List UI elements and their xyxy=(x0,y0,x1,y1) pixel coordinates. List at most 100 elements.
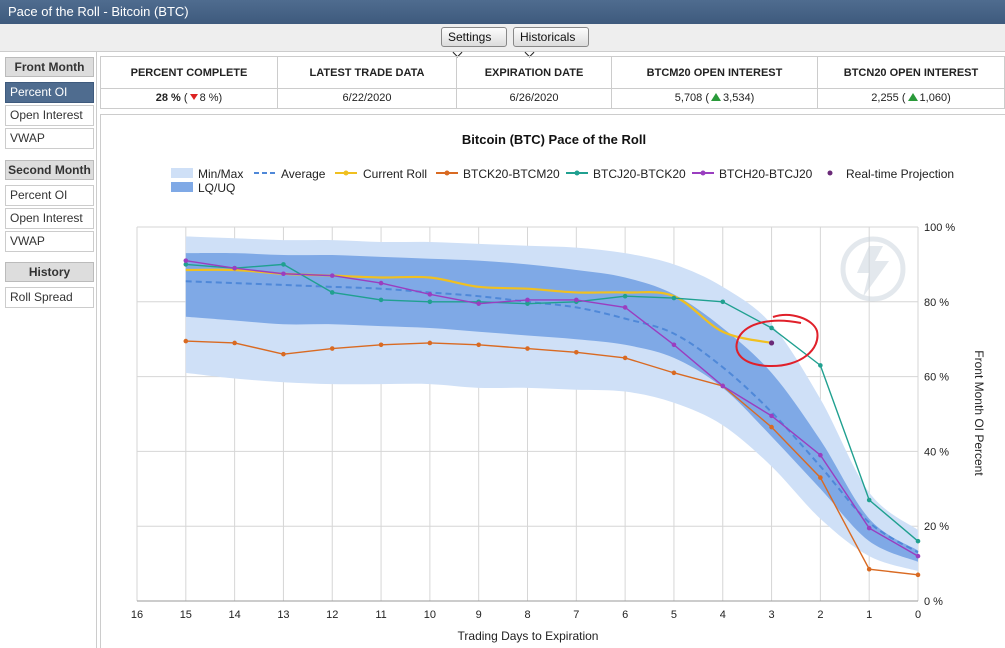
x-tick-label: 10 xyxy=(424,609,436,621)
x-tick-label: 14 xyxy=(229,609,241,621)
sidebar: Front Month Percent OI Open Interest VWA… xyxy=(0,52,96,648)
historicals-label: Historicals xyxy=(520,30,576,44)
y-tick-label: 0 % xyxy=(924,596,943,608)
data-point-btch20-btcj20 xyxy=(329,273,335,278)
data-point-btck20-btcm20 xyxy=(476,342,481,348)
x-tick-label: 16 xyxy=(131,609,143,621)
x-tick-label: 13 xyxy=(277,609,289,621)
data-point-btcj20-btck20 xyxy=(427,299,433,305)
stat-header: LATEST TRADE DATA xyxy=(278,57,456,89)
series-line-btch20-btcj20 xyxy=(185,259,919,557)
sidebar-item-second-open-interest[interactable]: Open Interest xyxy=(5,208,94,229)
series-line-average xyxy=(185,280,919,554)
legend-item-real-time-projection[interactable]: Real-time Projection xyxy=(827,167,955,181)
x-tick-label: 1 xyxy=(866,609,872,621)
x-tick-label: 5 xyxy=(671,609,677,621)
x-tick-label: 4 xyxy=(720,609,726,621)
data-point-btch20-btcj20 xyxy=(427,292,433,297)
data-point-btcj20-btck20 xyxy=(281,262,286,267)
legend-item-current-roll[interactable]: Current Roll xyxy=(335,167,427,181)
data-point-btck20-btcm20 xyxy=(183,338,189,344)
data-point-btcj20-btck20 xyxy=(720,299,726,305)
data-point-btch20-btcj20 xyxy=(183,258,189,263)
sidebar-item-roll-spread[interactable]: Roll Spread xyxy=(5,287,94,308)
stat-value: 2,255 (1,060) xyxy=(871,92,951,104)
data-point-btcj20-btck20 xyxy=(622,293,628,299)
legend-item-lquq[interactable]: LQ/UQ xyxy=(171,181,235,195)
sidebar-item-second-percent-oi[interactable]: Percent OI xyxy=(5,185,94,206)
x-tick-label: 8 xyxy=(524,609,530,621)
data-point-btch20-btcj20 xyxy=(525,297,530,303)
arrow-up-icon xyxy=(907,93,918,101)
history-heading: History xyxy=(5,262,94,282)
percent-complete-change: 8 % xyxy=(199,92,219,104)
arrow-up-icon xyxy=(711,93,722,101)
data-point-btck20-btcm20 xyxy=(866,566,872,572)
sidebar-item-front-open-interest[interactable]: Open Interest xyxy=(5,105,94,126)
y-tick-label: 40 % xyxy=(924,446,949,458)
data-point-btck20-btcm20 xyxy=(622,355,628,361)
data-point-btch20-btcj20 xyxy=(818,452,823,458)
chart-panel: Bitcoin (BTC) Pace of the Roll Min/Max L… xyxy=(100,114,1005,648)
data-point-btck20-btcm20 xyxy=(427,340,433,346)
legend-label: BTCJ20-BTCK20 xyxy=(593,167,686,181)
stats-table: PERCENT COMPLETE 28 % (8 %) LATEST TRADE… xyxy=(100,56,1005,109)
x-tick-label: 6 xyxy=(622,609,628,621)
data-point-btch20-btcj20 xyxy=(769,413,774,419)
data-point-btcj20-btck20 xyxy=(329,290,335,295)
percent-complete-value: 28 % xyxy=(155,92,181,104)
btcn20-oi-change: 1,060 xyxy=(919,92,948,104)
legend-item-btch20-btcj20[interactable]: BTCH20-BTCJ20 xyxy=(692,167,813,181)
y-tick-label: 60 % xyxy=(924,372,949,384)
legend-label: Current Roll xyxy=(363,167,427,181)
stat-value: 28 % (8 %) xyxy=(155,92,223,104)
x-tick-label: 3 xyxy=(769,609,775,621)
data-point-btcj20-btck20 xyxy=(866,497,872,503)
data-point-btck20-btcm20 xyxy=(525,346,530,351)
y-tick-label: 100 % xyxy=(924,222,955,234)
stat-value: 5,708 (3,534) xyxy=(674,92,755,104)
stat-btcn20-oi: BTCN20 OPEN INTEREST 2,255 (1,060) xyxy=(818,57,1004,108)
legend-marker xyxy=(343,170,349,176)
historicals-dropdown[interactable]: Historicals xyxy=(513,27,589,58)
stat-percent-complete: PERCENT COMPLETE 28 % (8 %) xyxy=(101,57,278,108)
data-point-btck20-btcm20 xyxy=(769,424,774,430)
legend-item-minmax[interactable]: Min/Max xyxy=(171,167,243,181)
series-line-btcj20-btck20 xyxy=(185,263,919,542)
y-axis-label: Front Month OI Percent xyxy=(972,350,986,476)
legend-item-average[interactable]: Average xyxy=(254,167,326,181)
data-point-btch20-btcj20 xyxy=(232,265,237,271)
toolbar: Settings Historicals xyxy=(0,24,1005,58)
window-title-bar: Pace of the Roll - Bitcoin (BTC) xyxy=(0,0,1005,24)
sidebar-item-second-vwap[interactable]: VWAP xyxy=(5,231,94,252)
data-point-btch20-btcj20 xyxy=(720,383,726,389)
plot-area: 16 15 14 13 12 11 10 9 8 7 6 5 4 3 2 1 00 %20 %40 %60 %8… xyxy=(131,222,956,621)
legend-swatch xyxy=(171,182,193,192)
data-point-btcj20-btck20 xyxy=(525,301,530,306)
legend-marker xyxy=(700,170,706,176)
stat-header: BTCM20 OPEN INTEREST xyxy=(612,57,817,89)
sidebar-item-front-vwap[interactable]: VWAP xyxy=(5,128,94,149)
data-point-btck20-btcm20 xyxy=(281,351,286,357)
legend-item-btck20-btcm20[interactable]: BTCK20-BTCM20 xyxy=(436,167,560,181)
legend-label: LQ/UQ xyxy=(198,181,235,195)
data-point-btch20-btcj20 xyxy=(281,271,286,277)
chart-title: Bitcoin (BTC) Pace of the Roll xyxy=(462,132,646,147)
watermark-logo-icon xyxy=(840,236,906,302)
legend-label: Real-time Projection xyxy=(846,167,954,181)
x-tick-label: 15 xyxy=(180,609,192,621)
data-point-btcj20-btck20 xyxy=(769,325,774,331)
sidebar-item-front-percent-oi[interactable]: Percent OI xyxy=(5,82,94,103)
stat-value: 6/22/2020 xyxy=(342,92,392,104)
legend-item-btcj20-btck20[interactable]: BTCJ20-BTCK20 xyxy=(566,167,686,181)
content-area xyxy=(96,52,1005,648)
data-point-btch20-btcj20 xyxy=(915,553,921,559)
stat-latest-trade: LATEST TRADE DATA 6/22/2020 xyxy=(278,57,457,108)
front-month-heading: Front Month xyxy=(5,57,94,77)
x-tick-label: 9 xyxy=(476,609,482,621)
legend-marker xyxy=(827,170,833,176)
settings-dropdown[interactable]: Settings xyxy=(441,27,507,58)
data-point-btcj20-btck20 xyxy=(183,262,189,267)
data-point-btck20-btcm20 xyxy=(671,370,677,376)
data-point-btck20-btcm20 xyxy=(232,340,237,346)
